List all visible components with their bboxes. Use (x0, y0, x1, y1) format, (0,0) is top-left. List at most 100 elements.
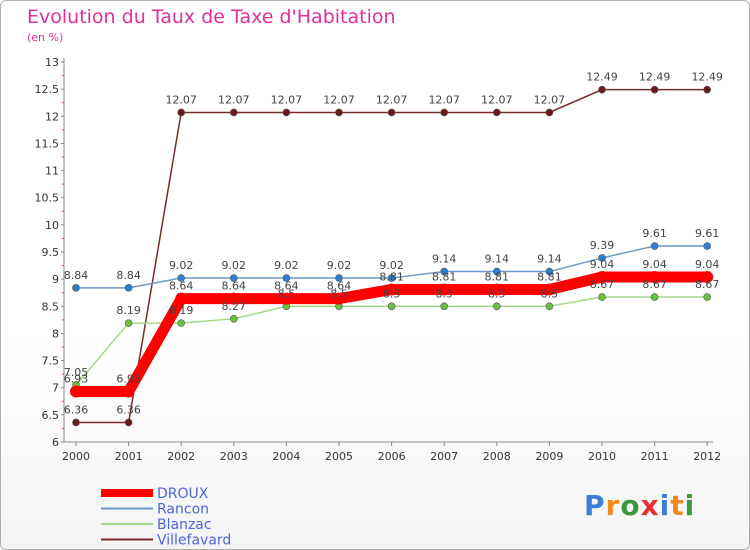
legend-label-villefavard: Villefavard (157, 533, 231, 549)
data-label-rancon: 9.02 (274, 259, 299, 272)
x-tick-label: 2006 (378, 450, 406, 463)
data-label-rancon: 9.02 (169, 259, 194, 272)
logo-letter: x (640, 489, 660, 522)
data-point-rancon (650, 242, 659, 250)
data-label-rancon: 9.61 (695, 227, 720, 240)
y-tick-label: 7 (52, 382, 59, 395)
x-tick-label: 2004 (272, 450, 300, 463)
data-label-droux: 9.04 (590, 258, 615, 271)
data-label-villefavard: 12.07 (165, 93, 197, 106)
proxiti-logo: Proxiti (584, 489, 695, 522)
data-label-blanzac: 8.5 (541, 287, 559, 300)
data-point-blanzac (440, 302, 449, 311)
data-label-droux: 8.64 (169, 280, 194, 293)
data-point-rancon (282, 274, 291, 282)
data-point-droux (701, 270, 714, 283)
data-label-blanzac: 8.5 (488, 287, 506, 300)
data-point-villefavard (124, 418, 133, 427)
data-point-villefavard (545, 108, 554, 117)
data-label-blanzac: 7.05 (64, 366, 89, 379)
y-tick-label: 9 (52, 273, 59, 286)
data-label-droux: 8.81 (537, 270, 562, 283)
data-point-villefavard (387, 108, 396, 117)
data-label-droux: 6.93 (64, 373, 89, 386)
logo-letter: t (670, 489, 685, 522)
data-label-rancon: 8.84 (64, 269, 89, 282)
data-label-rancon: 9.02 (222, 259, 247, 272)
y-tick-label: 10 (45, 219, 59, 232)
data-label-villefavard: 6.36 (64, 403, 89, 416)
data-label-rancon: 9.61 (642, 227, 667, 240)
data-label-blanzac: 8.67 (642, 278, 667, 291)
data-point-blanzac (177, 319, 185, 327)
data-point-rancon (230, 274, 238, 282)
data-label-blanzac: 8.5 (383, 287, 401, 300)
data-point-droux (385, 283, 398, 296)
data-label-blanzac: 8.19 (116, 304, 141, 317)
data-point-rancon (177, 274, 185, 282)
data-label-droux: 8.81 (485, 270, 510, 283)
data-point-villefavard (440, 108, 449, 117)
data-point-droux (70, 385, 82, 398)
data-point-blanzac (703, 293, 712, 301)
data-point-villefavard (282, 108, 291, 117)
data-label-villefavard: 12.49 (639, 71, 671, 84)
logo-letter: i (659, 489, 671, 522)
data-point-rancon (703, 242, 712, 250)
legend-label-rancon: Rancon (157, 502, 209, 518)
data-point-villefavard (177, 108, 185, 117)
data-label-rancon: 9.14 (432, 253, 457, 266)
data-point-droux (333, 292, 345, 305)
y-tick-label: 11 (45, 165, 59, 178)
logo-letter: i (684, 489, 696, 522)
data-point-blanzac (650, 293, 659, 301)
logo-letter: r (605, 489, 621, 522)
y-tick-label: 6 (52, 436, 59, 449)
x-tick-label: 2007 (430, 450, 458, 463)
data-point-rancon (598, 254, 606, 262)
data-point-droux (543, 283, 556, 296)
x-tick-label: 2010 (588, 450, 616, 463)
data-point-rancon (72, 284, 80, 292)
data-label-blanzac: 8.19 (169, 304, 194, 317)
y-tick-label: 10.5 (35, 192, 60, 205)
logo-letter: P (584, 489, 606, 522)
data-label-rancon: 8.84 (116, 269, 141, 282)
data-label-villefavard: 12.07 (323, 93, 355, 106)
data-label-blanzac: 8.27 (222, 300, 247, 313)
data-label-rancon: 9.39 (590, 239, 615, 252)
data-label-droux: 8.64 (327, 280, 352, 293)
data-label-villefavard: 12.49 (691, 71, 723, 84)
x-tick-label: 2011 (641, 450, 669, 463)
data-point-villefavard (230, 108, 238, 117)
data-point-villefavard (703, 85, 712, 94)
y-tick-label: 8.5 (42, 300, 60, 313)
y-tick-label: 13 (45, 56, 59, 69)
data-label-blanzac: 8.5 (435, 287, 453, 300)
data-point-blanzac (598, 293, 606, 301)
data-point-droux (122, 385, 135, 398)
data-label-blanzac: 8.5 (330, 287, 348, 300)
data-label-villefavard: 12.07 (534, 93, 566, 106)
data-point-droux (438, 283, 451, 296)
y-axis-unit-label: (en %) (27, 31, 64, 44)
data-label-villefavard: 12.07 (376, 93, 408, 106)
y-tick-label: 11.5 (35, 137, 60, 150)
data-point-droux (648, 270, 661, 283)
data-label-droux: 8.81 (432, 270, 457, 283)
legend-label-blanzac: Blanzac (157, 517, 212, 533)
data-label-droux: 9.04 (695, 258, 720, 271)
x-tick-label: 2008 (483, 450, 511, 463)
data-label-droux: 8.64 (222, 280, 247, 293)
data-point-blanzac (492, 302, 501, 311)
y-tick-label: 9.5 (42, 246, 60, 259)
data-point-droux (490, 283, 503, 296)
data-label-villefavard: 12.07 (481, 93, 513, 106)
x-tick-label: 2009 (535, 450, 563, 463)
data-label-rancon: 9.02 (379, 259, 404, 272)
data-label-droux: 9.04 (642, 258, 667, 271)
data-point-blanzac (387, 302, 396, 311)
x-tick-label: 2003 (220, 450, 248, 463)
